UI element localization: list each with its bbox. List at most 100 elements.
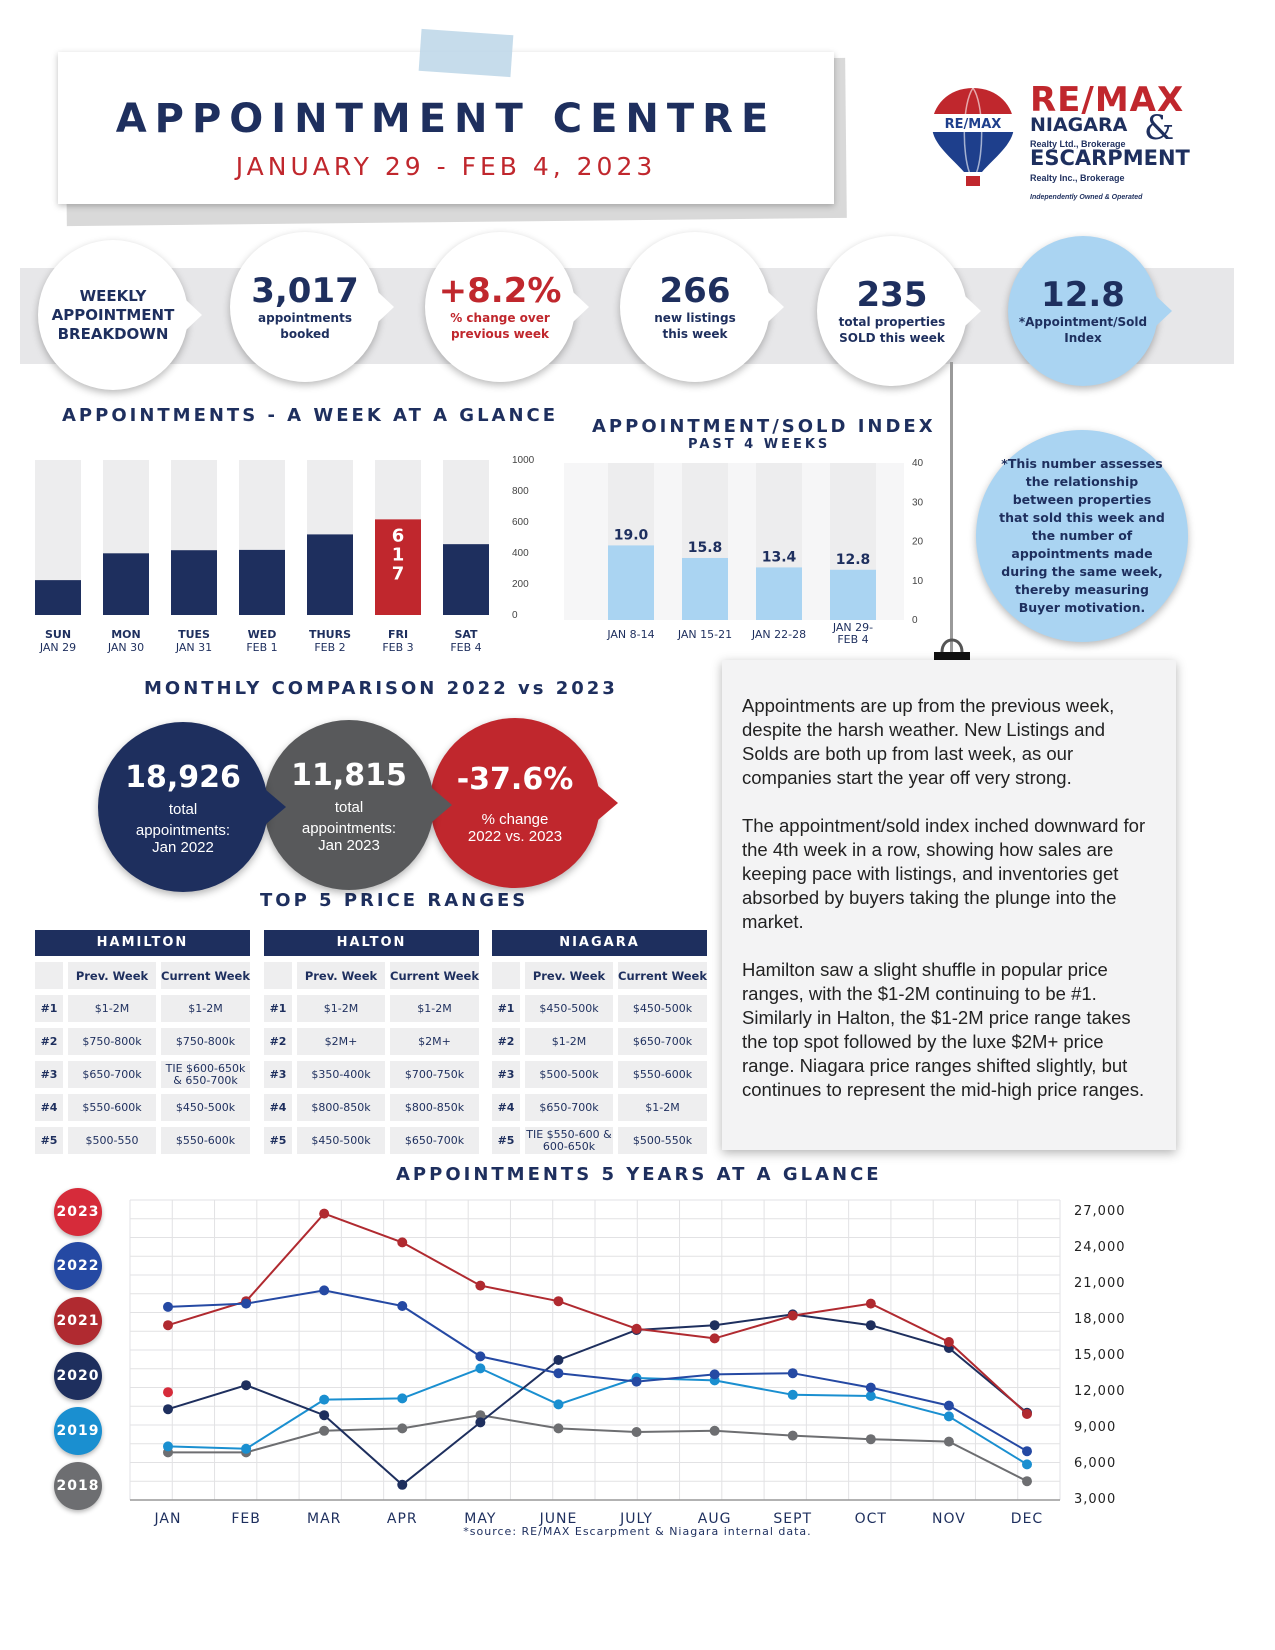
data-point-2020 (475, 1417, 486, 1428)
x-tick-label: MON (111, 628, 141, 641)
stat-arrow (378, 292, 394, 322)
table-row: #2 $1-2M $650-700k (492, 1028, 707, 1055)
prev-week-cell: $650-700k (68, 1061, 156, 1088)
data-point-2019 (475, 1363, 486, 1374)
stat-sold-label2: SOLD this week (839, 331, 945, 345)
data-point-2021 (163, 1320, 173, 1331)
x-tick-label: MAR (307, 1511, 341, 1527)
x-tick-label: SEPT (773, 1511, 812, 1527)
monthly-2022-value: 18,926 (125, 759, 241, 795)
stat-arrow (1156, 296, 1172, 326)
rank-cell: #5 (35, 1127, 63, 1154)
data-point-2022 (1022, 1446, 1032, 1457)
data-point-2018 (319, 1425, 330, 1436)
table-row: #5 $450-500k $650-700k (264, 1127, 479, 1154)
stat-lead-line2: APPOINTMENT (51, 305, 175, 324)
y-tick-label: 600 (512, 517, 529, 528)
stat-index-label1: *Appointment/Sold (1018, 315, 1148, 329)
commentary-paragraph: Appointments are up from the previous we… (742, 695, 1115, 788)
stat-arrow (965, 296, 981, 326)
five-year-line-chart: JAN FEB MAR APR MAY JUNE JULY AUG SEPT OCT NOV DEC 3… (129, 1199, 1126, 1527)
x-tick-date: FEB 3 (382, 641, 413, 654)
y-tick-label: 0 (912, 615, 918, 626)
balloon-label: RE/MAX (945, 117, 1002, 132)
prev-week-cell: $450-500k (297, 1127, 385, 1154)
rank-cell: #2 (492, 1028, 520, 1055)
table-row: #2 $750-800k $750-800k (35, 1028, 250, 1055)
prev-week-cell: TIE $550-600 & 600-650k (525, 1127, 613, 1154)
price-table-halton: HALTON Prev. Week Current Week #1 $1-2M $1-2M… (264, 930, 479, 1154)
monthly-2023-label3: Jan 2023 (318, 836, 380, 854)
stat-listings-label2: this week (662, 327, 728, 341)
y-tick-label: 24,000 (1074, 1240, 1126, 1255)
data-point-2019 (943, 1411, 954, 1422)
stat-appointment-sold-index: 12.8 *Appointment/Sold Index (1008, 236, 1172, 386)
data-point-2019 (553, 1399, 564, 1410)
x-tick-label: THURS (309, 628, 351, 641)
data-point-2022 (865, 1382, 876, 1393)
monthly-2022-label2: appointments: (135, 821, 231, 839)
data-point-2019 (865, 1391, 876, 1401)
stat-booked-label1: appointments (258, 311, 352, 325)
monthly-2023-label1: total (334, 798, 364, 816)
data-point-2021 (397, 1237, 408, 1248)
series-line-2021 (167, 1212, 1028, 1415)
table-row: #3 $350-400k $700-750k (264, 1061, 479, 1088)
data-point-2020 (241, 1380, 252, 1391)
data-point-2019 (319, 1394, 330, 1405)
table-row: #5 $500-550 $550-600k (35, 1127, 250, 1154)
data-point-2019 (241, 1443, 252, 1454)
stat-booked-label2: booked (280, 327, 330, 341)
current-week-cell: $750-800k (161, 1028, 250, 1055)
note-hanger-line (950, 362, 953, 652)
x-tick-label: JAN 15-21 (677, 628, 732, 641)
data-point-2022 (319, 1285, 330, 1296)
table-row: #4 $650-700k $1-2M (492, 1094, 707, 1121)
series-line-2019 (167, 1367, 1028, 1466)
price-table-column-header: Prev. Week Current Week (35, 962, 250, 989)
current-week-cell: $500-550k (618, 1127, 707, 1154)
data-point-2022 (943, 1400, 954, 1411)
y-tick-label: 20 (912, 537, 924, 548)
stat-index-value: 12.8 (1041, 275, 1125, 315)
table-row: #2 $2M+ $2M+ (264, 1028, 479, 1055)
data-point-2021 (631, 1323, 642, 1334)
remax-balloon-icon: RE/MAX (932, 88, 1014, 186)
page-date-range: JANUARY 29 - FEB 4, 2023 (235, 152, 657, 181)
legend-2018: 2018 (54, 1462, 102, 1510)
index-bar-chart: 19.0 JAN 8-14 15.8 JAN 15-21 13.4 JAN 22-28 12… (564, 458, 924, 646)
table-row: #3 $500-500k $550-600k (492, 1061, 707, 1088)
rank-cell: #2 (264, 1028, 292, 1055)
data-point-2021 (709, 1333, 720, 1344)
bar-tues (171, 550, 217, 615)
table-row: #1 $1-2M $1-2M (264, 995, 479, 1022)
x-tick-label: FEB (231, 1511, 261, 1527)
legend-2022: 2022 (54, 1242, 102, 1290)
rank-cell: #5 (492, 1127, 520, 1154)
prev-week-cell: $2M+ (297, 1028, 385, 1055)
data-point-2020 (709, 1320, 720, 1331)
current-week-cell: $650-700k (390, 1127, 479, 1154)
y-tick-label: 0 (512, 610, 518, 621)
data-point-2021 (943, 1337, 954, 1347)
prev-week-cell: $1-2M (68, 995, 156, 1022)
y-tick-label: 10 (912, 576, 924, 587)
y-tick-label: 27,000 (1074, 1204, 1126, 1219)
logo-escarpment-sub: Realty Inc., Brokerage (1030, 173, 1125, 183)
x-tick-label: SUN (45, 628, 71, 641)
data-point-2020 (397, 1479, 408, 1490)
price-ranges-title: TOP 5 PRICE RANGES (260, 890, 529, 911)
index-chart-title: APPOINTMENT/SOLD INDEX (592, 416, 936, 437)
rank-column-header (492, 962, 520, 989)
data-point-2018 (943, 1436, 954, 1447)
five-year-title: APPOINTMENTS 5 YEARS AT A GLANCE (396, 1164, 882, 1185)
prev-week-cell: $500-550 (68, 1127, 156, 1154)
index-bar (682, 557, 728, 620)
data-point-2018 (553, 1423, 564, 1434)
current-week-cell: TIE $600-650k & 650-700k (161, 1061, 250, 1088)
stat-arrow (768, 292, 784, 322)
table-row: #5 TIE $550-600 & 600-650k $500-550k (492, 1127, 707, 1154)
stat-change-label2: previous week (450, 327, 550, 341)
y-tick-label: 6,000 (1074, 1456, 1116, 1471)
